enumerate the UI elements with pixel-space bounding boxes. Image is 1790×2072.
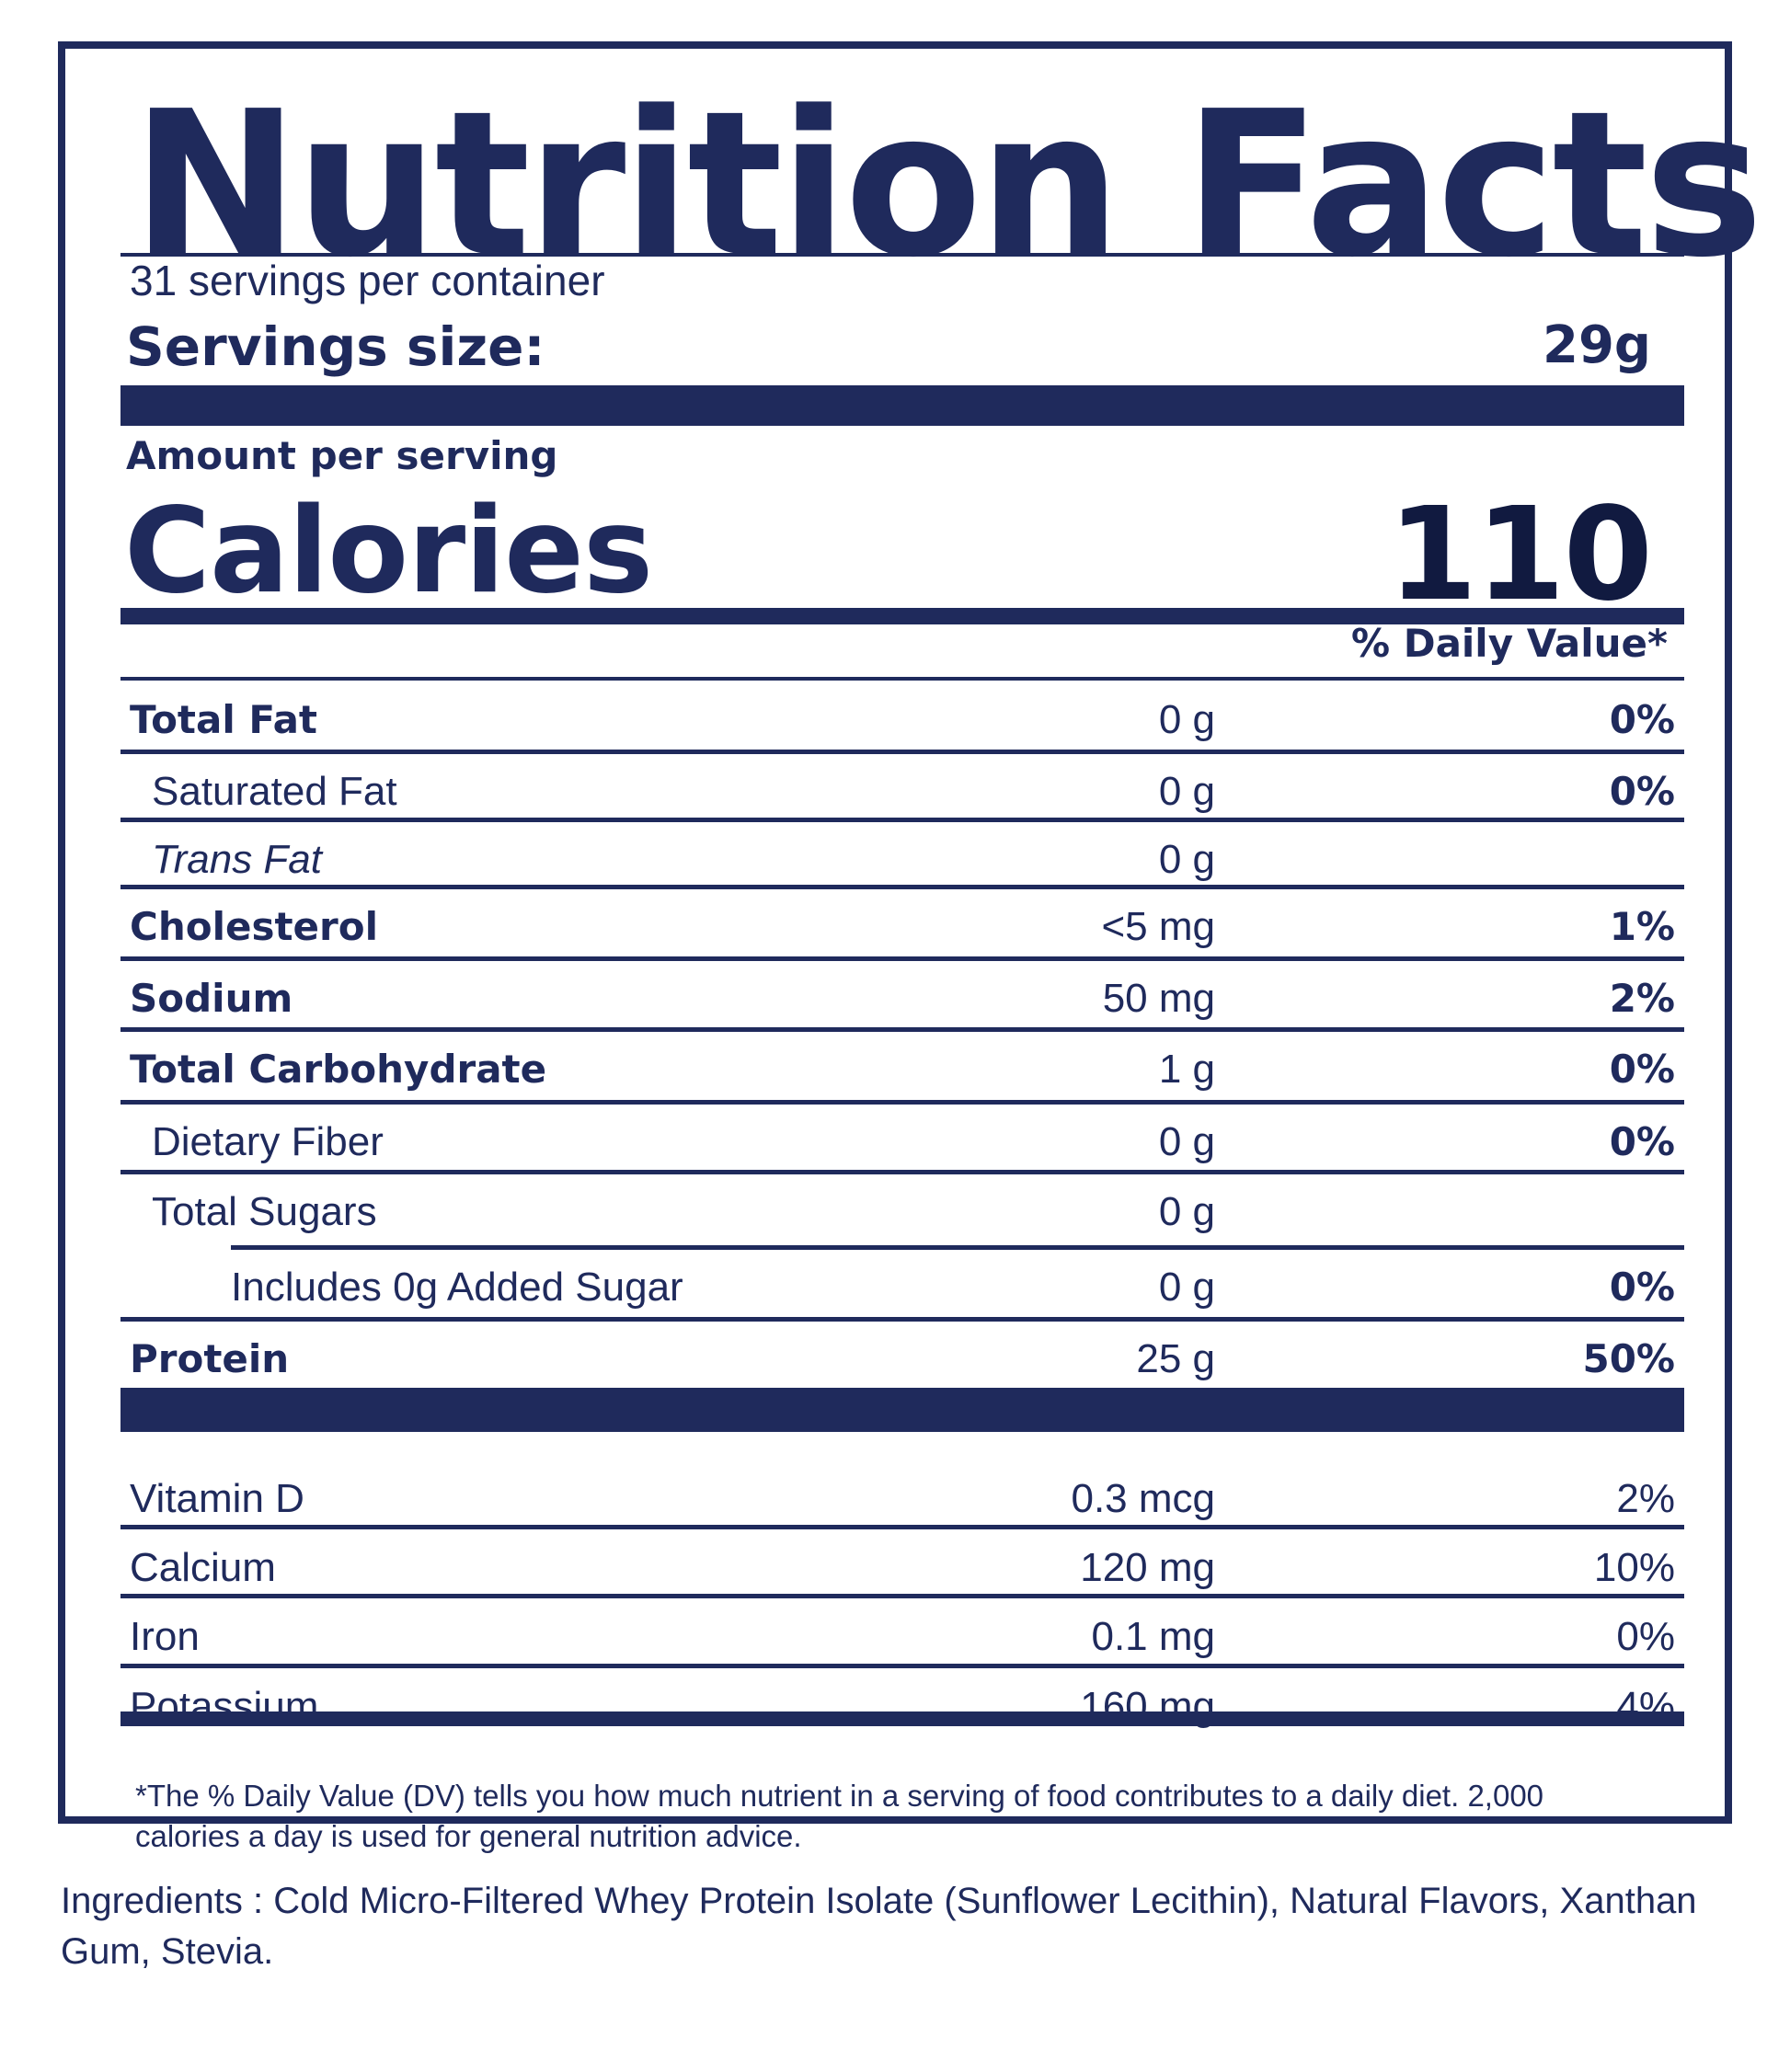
vitamin-name: Iron (130, 1614, 200, 1659)
calories-label: Calories (124, 483, 653, 620)
row-separator (120, 1027, 1684, 1032)
vitamin-daily-value: 0% (1616, 1614, 1675, 1659)
vitamin-divider-bar (120, 1388, 1684, 1432)
nutrient-daily-value: 0% (1609, 1047, 1675, 1092)
nutrient-amount: 50 mg (1102, 976, 1215, 1021)
nutrient-name: Sodium (130, 976, 293, 1021)
header-rule (120, 677, 1684, 681)
row-separator (120, 885, 1684, 889)
vitamin-name: Calcium (130, 1545, 276, 1590)
vitamin-amount: 0.3 mcg (1071, 1476, 1215, 1521)
nutrient-row: Protein 25 g 50% (120, 1325, 1684, 1393)
nutrient-name: Protein (130, 1336, 290, 1381)
amount-per-serving: Amount per serving (126, 433, 558, 478)
nutrition-facts-panel: Nutrition Facts 31 servings per containe… (58, 41, 1763, 1853)
row-separator (120, 956, 1684, 961)
calories-divider-bar (120, 608, 1684, 624)
row-separator (120, 1317, 1684, 1322)
nutrient-name: Trans Fat (152, 837, 323, 882)
nutrient-daily-value: 50% (1582, 1336, 1675, 1381)
nutrient-row: Includes 0g Added Sugar 0 g 0% (120, 1254, 1684, 1322)
nutrient-amount: 0 g (1158, 1265, 1215, 1310)
servings-per-container: 31 servings per container (130, 257, 605, 304)
nutrient-name: Cholesterol (130, 904, 378, 949)
nutrient-name: Saturated Fat (152, 769, 397, 814)
serving-size-label: Servings size: (126, 315, 545, 378)
row-separator (231, 1245, 1684, 1250)
nutrient-row: Total Sugars 0 g (120, 1178, 1684, 1246)
nutrient-amount: 25 g (1136, 1336, 1215, 1381)
nutrient-daily-value: 2% (1609, 976, 1675, 1021)
nutrient-amount: 0 g (1158, 837, 1215, 882)
daily-value-header: % Daily Value* (1351, 621, 1668, 666)
nutrient-amount: 0 g (1158, 697, 1215, 742)
row-separator (120, 818, 1684, 822)
nutrient-daily-value: 0% (1609, 1119, 1675, 1164)
nutrient-amount: 0 g (1158, 1119, 1215, 1164)
nutrient-name: Total Carbohydrate (130, 1047, 547, 1092)
vitamin-daily-value: 10% (1593, 1545, 1675, 1590)
nutrient-row: Total Carbohydrate 1 g 0% (120, 1036, 1684, 1104)
daily-value-footnote: *The % Daily Value (DV) tells you how mu… (135, 1779, 1544, 1853)
row-separator (120, 1594, 1684, 1598)
row-separator (120, 1664, 1684, 1668)
vitamin-row: Calcium 120 mg 10% (120, 1534, 1684, 1602)
row-separator (120, 1100, 1684, 1105)
nutrient-daily-value: 0% (1609, 1265, 1675, 1310)
nutrient-name: Dietary Fiber (152, 1119, 384, 1164)
vitamin-row: Potassium 160 mg 4% (120, 1673, 1684, 1741)
nutrient-row: Trans Fat 0 g (120, 826, 1684, 894)
nutrient-row: Total Fat 0 g 0% (120, 686, 1684, 754)
vitamin-row: Vitamin D 0.3 mcg 2% (120, 1465, 1684, 1533)
vitamin-amount: 0.1 mg (1091, 1614, 1215, 1659)
nutrient-row: Sodium 50 mg 2% (120, 965, 1684, 1033)
nutrient-daily-value: 0% (1609, 769, 1675, 814)
calories-value: 110 (1387, 480, 1653, 630)
nutrient-row: Saturated Fat 0 g 0% (120, 758, 1684, 826)
title-rule (120, 253, 1684, 257)
vitamin-row: Iron 0.1 mg 0% (120, 1603, 1684, 1671)
nutrient-row: Dietary Fiber 0 g 0% (120, 1108, 1684, 1176)
nutrient-daily-value: 1% (1609, 904, 1675, 949)
panel-title: Nutrition Facts (132, 69, 1763, 302)
nutrient-name: Total Fat (130, 697, 318, 742)
row-separator (120, 1170, 1684, 1174)
nutrient-amount: 0 g (1158, 769, 1215, 814)
nutrient-amount: 0 g (1158, 1189, 1215, 1234)
serving-size-value: 29g (1542, 315, 1651, 375)
nutrient-amount: 1 g (1158, 1047, 1215, 1092)
nutrient-name: Total Sugars (152, 1189, 377, 1234)
ingredients-text: Ingredients : Cold Micro-Filtered Whey P… (61, 1881, 1697, 1972)
nutrient-row: Cholesterol <5 mg 1% (120, 893, 1684, 961)
row-separator (120, 750, 1684, 754)
nutrient-amount: <5 mg (1101, 904, 1215, 949)
nutrient-name: Includes 0g Added Sugar (231, 1265, 683, 1310)
vitamin-daily-value: 2% (1616, 1476, 1675, 1521)
vitamin-name: Vitamin D (130, 1476, 304, 1521)
footnote-divider-bar (120, 1711, 1684, 1726)
row-separator (120, 1525, 1684, 1529)
serving-divider-bar (120, 385, 1684, 426)
vitamin-amount: 120 mg (1080, 1545, 1215, 1590)
nutrient-daily-value: 0% (1609, 697, 1675, 742)
